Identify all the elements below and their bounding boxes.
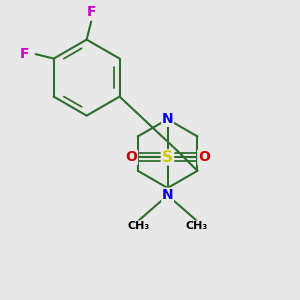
Text: O: O — [198, 150, 210, 164]
Text: O: O — [125, 150, 137, 164]
Text: F: F — [86, 5, 96, 20]
Text: N: N — [162, 112, 173, 126]
Text: F: F — [20, 47, 29, 61]
Text: CH₃: CH₃ — [128, 221, 150, 231]
Text: N: N — [162, 188, 173, 202]
Text: S: S — [162, 150, 173, 165]
Text: CH₃: CH₃ — [185, 221, 208, 231]
